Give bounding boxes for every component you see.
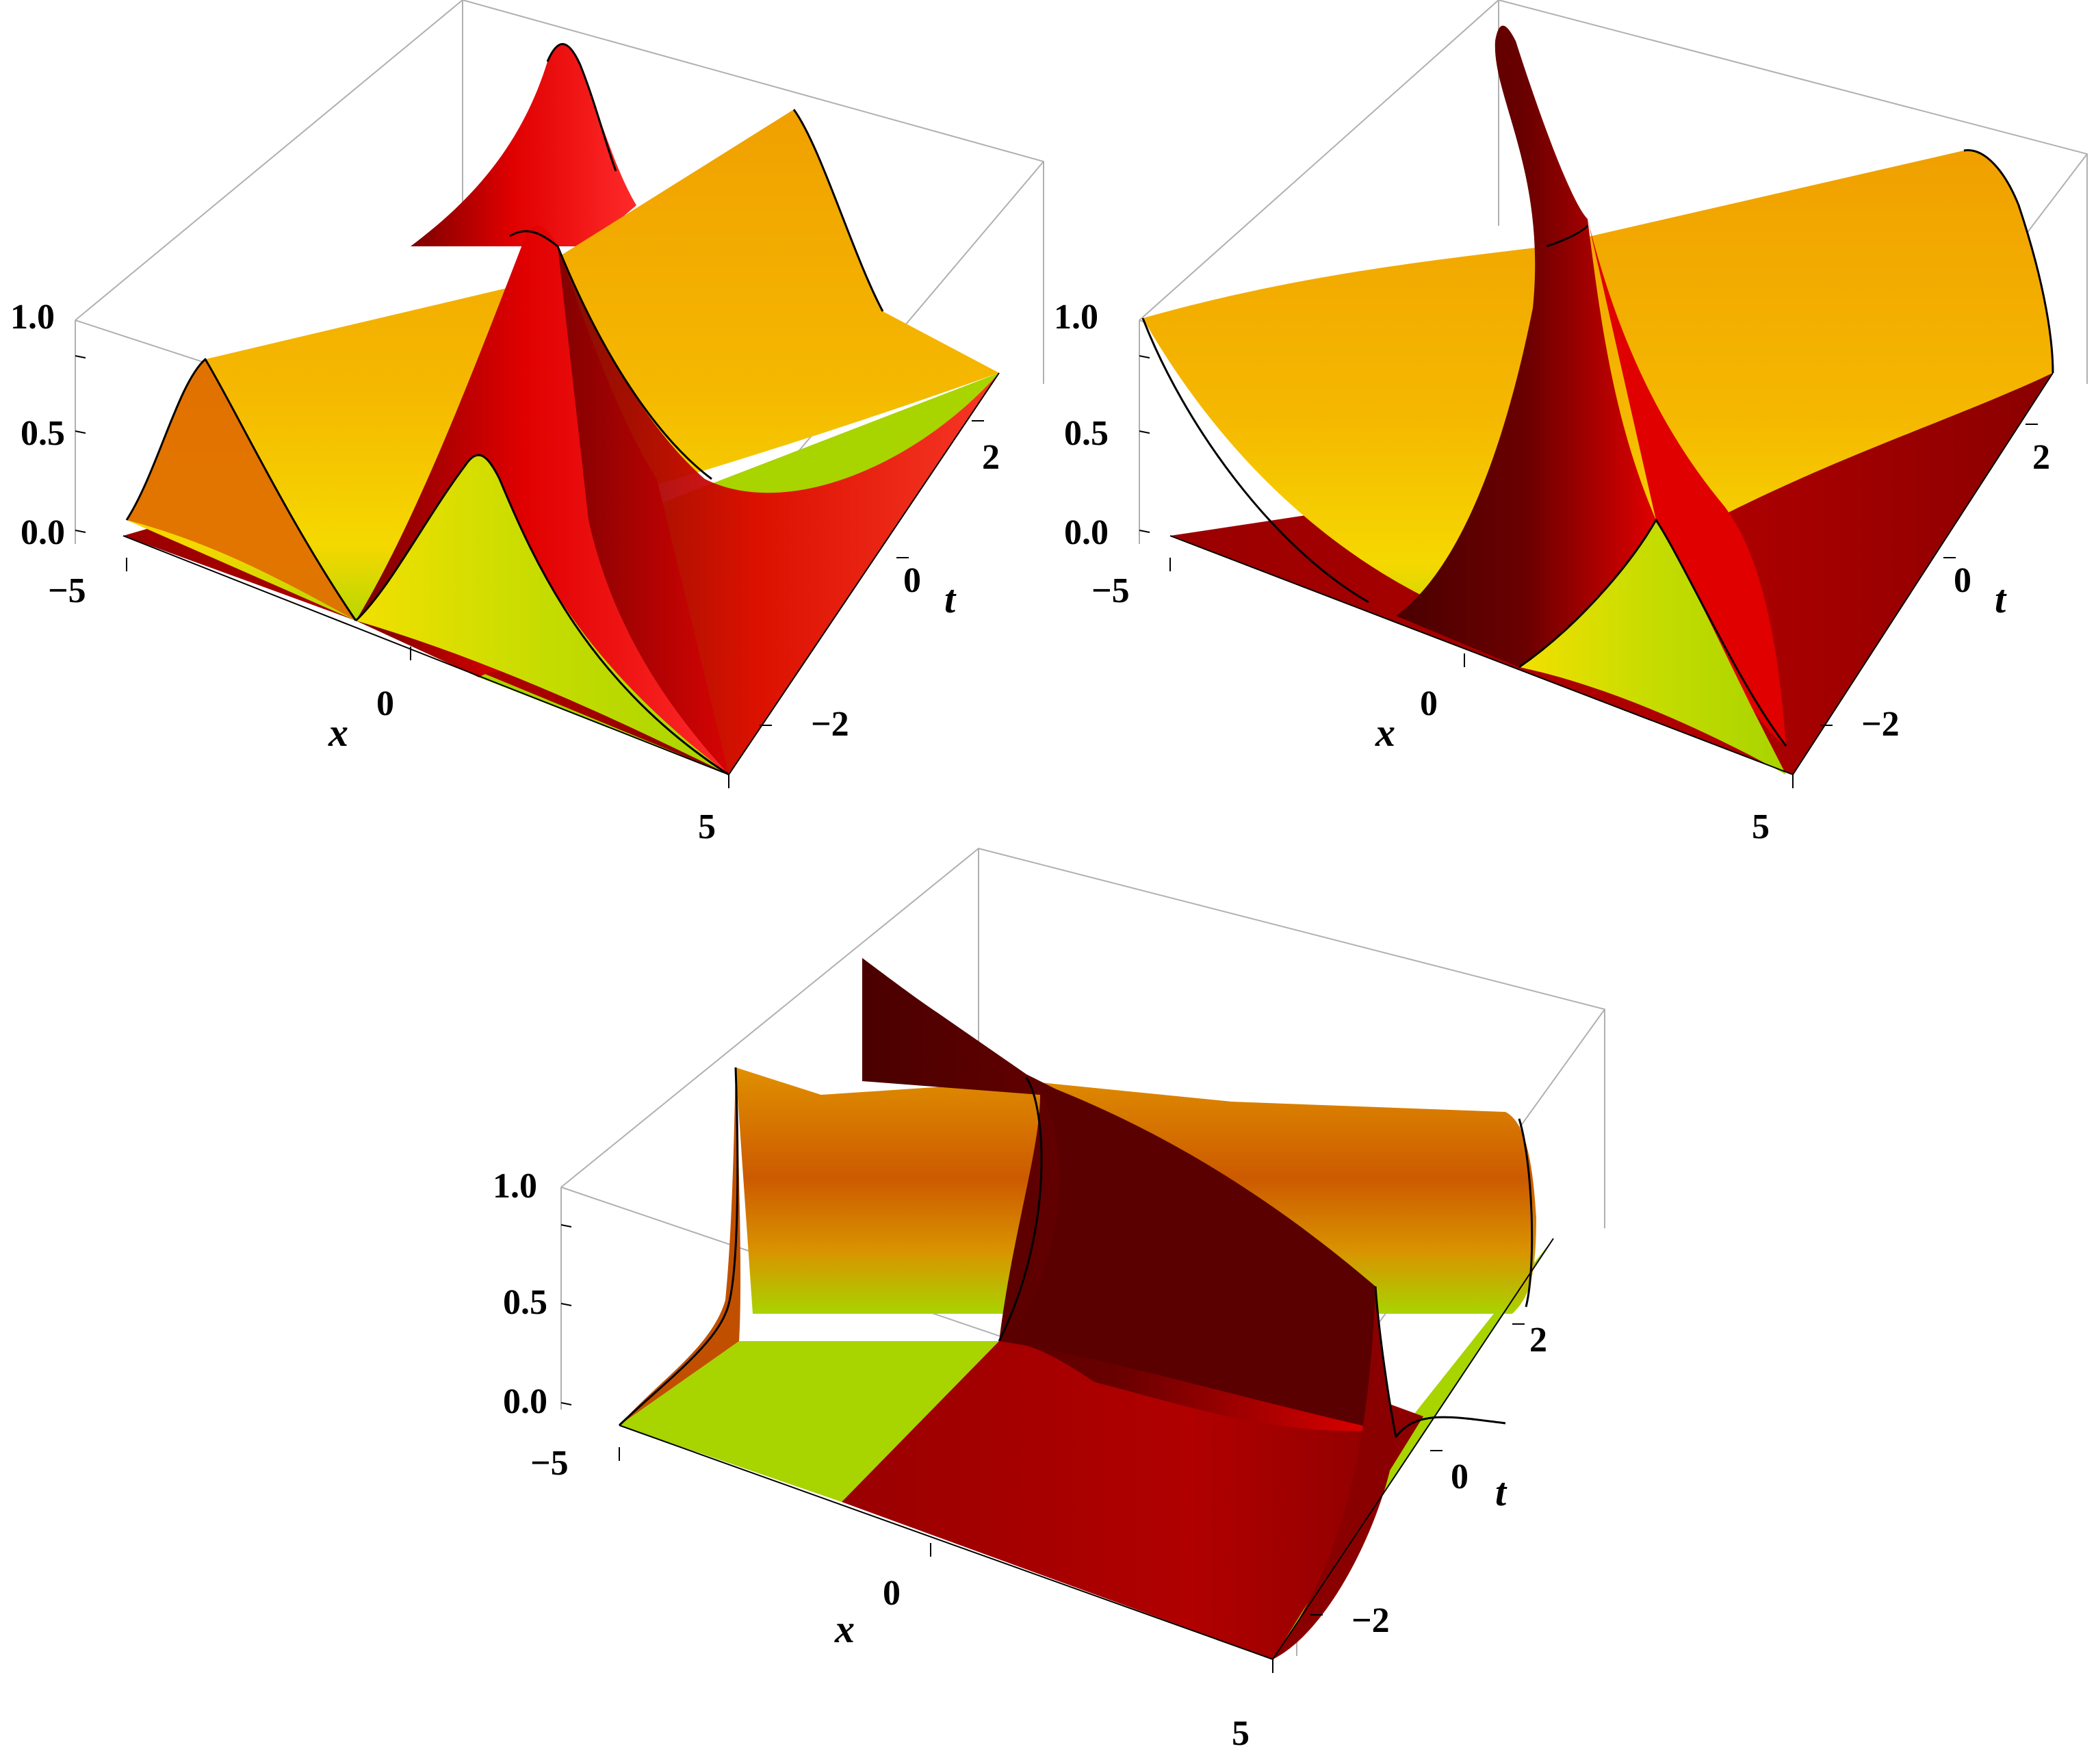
profile-right bbox=[1963, 149, 2054, 374]
x-tick-neg5: −5 bbox=[1091, 571, 1130, 610]
profile-front bbox=[1518, 519, 1787, 747]
x-axis-label: x bbox=[834, 1607, 855, 1651]
ridge-yellow-front bbox=[356, 455, 729, 775]
t-ticks bbox=[760, 420, 984, 726]
t-ticks bbox=[1310, 1323, 1525, 1616]
wall-dark-red-face bbox=[999, 1078, 1382, 1430]
z-tick-0: 0.0 bbox=[503, 1382, 547, 1421]
t-axis-label: t bbox=[944, 577, 957, 621]
t-tick-2: 2 bbox=[2032, 438, 2050, 477]
ridge-dark bbox=[1396, 25, 1656, 667]
profile-ridge bbox=[509, 230, 712, 480]
x-tick-neg5: −5 bbox=[530, 1444, 569, 1483]
z-tick-1: 1.0 bbox=[493, 1167, 537, 1206]
z-tick-05: 0.5 bbox=[503, 1283, 547, 1322]
x-tick-0: 0 bbox=[1420, 684, 1438, 723]
floor-green bbox=[619, 1341, 999, 1502]
z-tick-0: 0.0 bbox=[1064, 513, 1109, 552]
t-tick-2: 2 bbox=[982, 438, 1000, 477]
z-tick-05: 0.5 bbox=[21, 414, 65, 453]
t-tick-neg2: −2 bbox=[1861, 705, 1900, 744]
x-ticks bbox=[619, 1447, 1273, 1673]
x-tick-5: 5 bbox=[698, 807, 716, 846]
profile-ridge-left bbox=[998, 1077, 1043, 1342]
wall-right bbox=[1273, 1286, 1396, 1659]
t-tick-0: 0 bbox=[1954, 561, 1971, 600]
x-tick-0: 0 bbox=[883, 1574, 901, 1613]
profile-left bbox=[1141, 317, 1369, 604]
ridge-orange-left bbox=[127, 359, 356, 621]
t-tick-neg2: −2 bbox=[1351, 1601, 1390, 1640]
t-tick-2: 2 bbox=[1529, 1321, 1547, 1360]
profile-back-right bbox=[792, 109, 884, 312]
profile-back-peak bbox=[546, 42, 617, 172]
ridge-red-right bbox=[558, 246, 999, 775]
profile-front bbox=[354, 454, 729, 776]
x-ticks bbox=[1169, 558, 1794, 788]
t-axis-label: t bbox=[1995, 577, 2007, 621]
t-tick-0: 0 bbox=[903, 561, 921, 600]
z-ticks bbox=[1139, 355, 1150, 533]
z-tick-0: 0.0 bbox=[21, 513, 65, 552]
x-axis-label: x bbox=[328, 710, 348, 755]
z-tick-1: 1.0 bbox=[1054, 298, 1098, 337]
profile-front-wall bbox=[1374, 1286, 1506, 1438]
ridge-red-back bbox=[411, 44, 636, 247]
profile-ridge bbox=[1546, 224, 1589, 248]
t-ticks bbox=[1820, 424, 2038, 726]
ridge-yellow bbox=[1519, 520, 1786, 775]
z-ticks bbox=[75, 355, 86, 533]
x-ticks bbox=[126, 558, 729, 788]
x-tick-neg5: −5 bbox=[48, 571, 86, 610]
z-tick-1: 1.0 bbox=[10, 298, 55, 337]
panel-top-left: 1.0 0.5 0.0 −5 0 5 −2 0 2 x t bbox=[10, 0, 1044, 846]
z-ticks bbox=[560, 1224, 572, 1405]
panel-top-right: 1.0 0.5 0.0 −5 0 5 −2 0 2 x t bbox=[1054, 0, 2088, 846]
panel-bottom: 1.0 0.5 0.0 −5 0 5 −2 0 2 x t bbox=[493, 847, 1605, 1753]
profile-left bbox=[125, 358, 357, 621]
wall-orange-left bbox=[619, 1067, 741, 1425]
z-tick-05: 0.5 bbox=[1064, 414, 1109, 453]
x-axis-label: x bbox=[1375, 710, 1395, 755]
x-tick-5: 5 bbox=[1232, 1714, 1250, 1753]
ridge-red-right bbox=[1588, 219, 1786, 746]
profile-left bbox=[618, 1067, 739, 1427]
x-tick-0: 0 bbox=[376, 684, 394, 723]
t-axis-label: t bbox=[1495, 1470, 1508, 1514]
x-tick-5: 5 bbox=[1752, 807, 1770, 846]
t-tick-0: 0 bbox=[1451, 1457, 1469, 1496]
profile-right-wall bbox=[1518, 1118, 1534, 1308]
t-tick-neg2: −2 bbox=[811, 705, 849, 744]
